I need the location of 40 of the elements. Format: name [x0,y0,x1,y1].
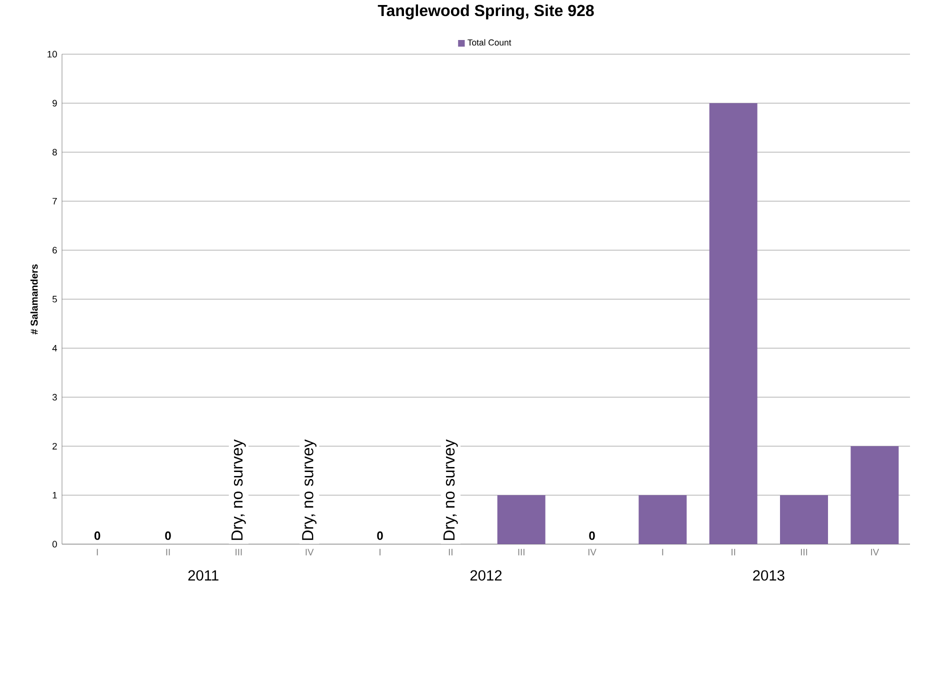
x-tick-label: II [166,548,170,556]
bar [850,446,899,544]
x-tick-label: IV [306,548,314,556]
text: 2011 [188,570,218,581]
text: Dry, no survey [232,439,246,540]
y-tick-label: 1 [52,492,57,498]
text: 2012 [470,570,502,581]
y-tick-label: 3 [52,394,57,400]
data-label: 0 [377,531,383,540]
text: Dry, no survey [302,439,317,540]
y-tick-label: 2 [52,442,57,450]
data-label: 0 [94,531,100,540]
bar [709,103,758,544]
text: Dry, no survey [444,439,458,540]
x-tick-label: I [662,548,664,556]
data-label: 0 [589,531,595,540]
x-tick-label: IV [871,548,880,556]
y-axis-title: # Salamanders [30,264,38,334]
x-tick-label: II [448,548,452,556]
x-tick-label: II [732,548,736,556]
x-tick-label: III [236,548,242,556]
bar [780,495,828,544]
bar [638,495,687,544]
y-tick-label: 4 [52,344,58,352]
y-tick-label: 0 [52,540,57,548]
x-tick-label: I [96,548,98,556]
data-label: 0 [165,531,171,540]
legend-label: Total Count [468,39,512,46]
x-tick-label: IV [588,548,596,556]
text: 2013 [753,570,784,581]
y-tick-label: 5 [52,296,57,302]
y-tick-label: 8 [52,148,57,156]
x-tick-label: III [518,548,524,556]
bar [497,495,546,544]
x-tick-label: III [800,548,808,556]
y-tick-label: 7 [52,198,57,204]
y-tick-label: 9 [52,100,57,106]
y-tick-label: 6 [52,246,57,254]
y-tick-label: 10 [48,50,57,58]
chart-title: Tanglewood Spring, Site 928 [378,4,594,20]
